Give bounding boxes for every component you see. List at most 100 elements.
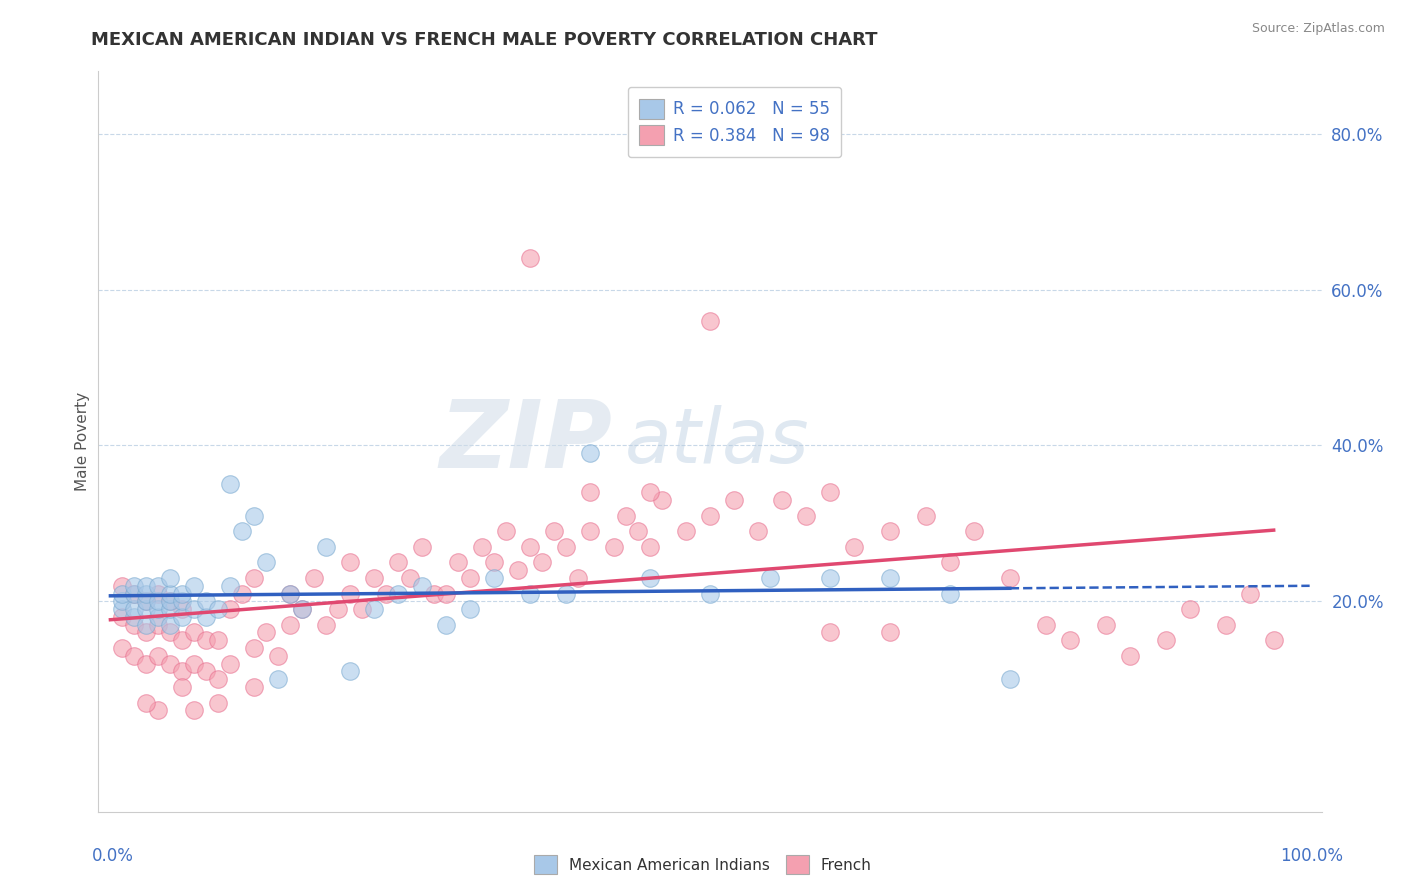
- Point: [352, 602, 374, 616]
- Point: [315, 617, 337, 632]
- Point: [172, 602, 194, 616]
- Point: [148, 610, 170, 624]
- Point: [172, 680, 194, 694]
- Point: [124, 586, 146, 600]
- Point: [508, 563, 530, 577]
- Point: [555, 586, 578, 600]
- Point: [207, 633, 229, 648]
- Point: [159, 594, 181, 608]
- Point: [531, 555, 554, 569]
- Point: [148, 703, 170, 717]
- Point: [399, 571, 422, 585]
- Point: [172, 633, 194, 648]
- Point: [434, 617, 457, 632]
- Point: [219, 602, 242, 616]
- Point: [278, 586, 301, 600]
- Point: [915, 508, 938, 523]
- Point: [759, 571, 782, 585]
- Point: [148, 617, 170, 632]
- Point: [328, 602, 350, 616]
- Point: [304, 571, 326, 585]
- Legend: Mexican American Indians, French: Mexican American Indians, French: [529, 849, 877, 880]
- Point: [124, 648, 146, 663]
- Text: 0.0%: 0.0%: [91, 847, 134, 864]
- Point: [519, 252, 541, 266]
- Point: [567, 571, 589, 585]
- Point: [135, 657, 157, 671]
- Point: [770, 493, 793, 508]
- Point: [963, 524, 986, 538]
- Point: [124, 610, 146, 624]
- Point: [315, 540, 337, 554]
- Point: [267, 648, 290, 663]
- Y-axis label: Male Poverty: Male Poverty: [75, 392, 90, 491]
- Point: [207, 672, 229, 686]
- Point: [458, 602, 481, 616]
- Point: [172, 586, 194, 600]
- Point: [638, 571, 661, 585]
- Point: [159, 594, 181, 608]
- Point: [183, 602, 205, 616]
- Text: 100.0%: 100.0%: [1279, 847, 1343, 864]
- Text: Source: ZipAtlas.com: Source: ZipAtlas.com: [1251, 22, 1385, 36]
- Point: [172, 594, 194, 608]
- Point: [111, 586, 134, 600]
- Point: [159, 617, 181, 632]
- Point: [124, 586, 146, 600]
- Point: [375, 586, 398, 600]
- Point: [411, 579, 433, 593]
- Point: [243, 508, 266, 523]
- Point: [159, 625, 181, 640]
- Point: [231, 586, 253, 600]
- Point: [818, 571, 841, 585]
- Point: [183, 625, 205, 640]
- Point: [423, 586, 446, 600]
- Text: ZIP: ZIP: [439, 395, 612, 488]
- Point: [1239, 586, 1261, 600]
- Point: [638, 540, 661, 554]
- Point: [183, 579, 205, 593]
- Point: [543, 524, 565, 538]
- Point: [111, 579, 134, 593]
- Point: [939, 586, 962, 600]
- Point: [519, 540, 541, 554]
- Point: [195, 594, 218, 608]
- Point: [495, 524, 517, 538]
- Point: [195, 610, 218, 624]
- Point: [254, 555, 277, 569]
- Point: [135, 586, 157, 600]
- Point: [998, 571, 1021, 585]
- Point: [675, 524, 697, 538]
- Point: [363, 602, 385, 616]
- Point: [278, 586, 301, 600]
- Point: [842, 540, 865, 554]
- Legend: R = 0.062   N = 55, R = 0.384   N = 98: R = 0.062 N = 55, R = 0.384 N = 98: [627, 87, 841, 157]
- Point: [1059, 633, 1081, 648]
- Point: [1119, 648, 1142, 663]
- Point: [172, 610, 194, 624]
- Point: [699, 314, 721, 328]
- Point: [135, 602, 157, 616]
- Point: [183, 703, 205, 717]
- Point: [363, 571, 385, 585]
- Point: [339, 665, 361, 679]
- Point: [579, 446, 602, 460]
- Point: [111, 594, 134, 608]
- Point: [471, 540, 494, 554]
- Point: [1035, 617, 1057, 632]
- Point: [135, 696, 157, 710]
- Point: [339, 555, 361, 569]
- Point: [148, 648, 170, 663]
- Point: [148, 586, 170, 600]
- Point: [219, 579, 242, 593]
- Point: [159, 571, 181, 585]
- Point: [699, 508, 721, 523]
- Point: [579, 485, 602, 500]
- Point: [291, 602, 314, 616]
- Point: [148, 602, 170, 616]
- Point: [434, 586, 457, 600]
- Point: [411, 540, 433, 554]
- Point: [231, 524, 253, 538]
- Point: [124, 617, 146, 632]
- Point: [555, 540, 578, 554]
